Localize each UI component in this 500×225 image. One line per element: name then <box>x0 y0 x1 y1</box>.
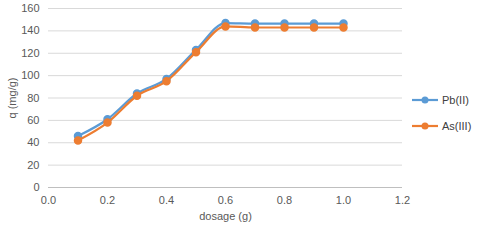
svg-text:1.2: 1.2 <box>395 194 410 206</box>
svg-text:100: 100 <box>21 69 39 81</box>
svg-text:0.2: 0.2 <box>100 194 115 206</box>
svg-text:160: 160 <box>21 2 39 14</box>
svg-text:80: 80 <box>27 92 39 104</box>
svg-text:0.0: 0.0 <box>41 194 56 206</box>
html-text:Pb(II): Pb(II) <box>442 93 469 106</box>
svg-text:q (mg/g): q (mg/g) <box>6 78 18 119</box>
svg-text:1.0: 1.0 <box>336 194 351 206</box>
svg-text:0.4: 0.4 <box>159 194 174 206</box>
svg-text:40: 40 <box>27 136 39 148</box>
svg-text:60: 60 <box>27 114 39 126</box>
svg-text:120: 120 <box>21 47 39 59</box>
svg-text:20: 20 <box>27 159 39 171</box>
svg-text:0: 0 <box>33 181 39 193</box>
html-text:As(III): As(III) <box>442 119 472 132</box>
svg-text:dosage (g): dosage (g) <box>199 210 252 222</box>
svg-text:0.6: 0.6 <box>218 194 233 206</box>
svg-text:0.8: 0.8 <box>277 194 292 206</box>
svg-text:140: 140 <box>21 24 39 36</box>
